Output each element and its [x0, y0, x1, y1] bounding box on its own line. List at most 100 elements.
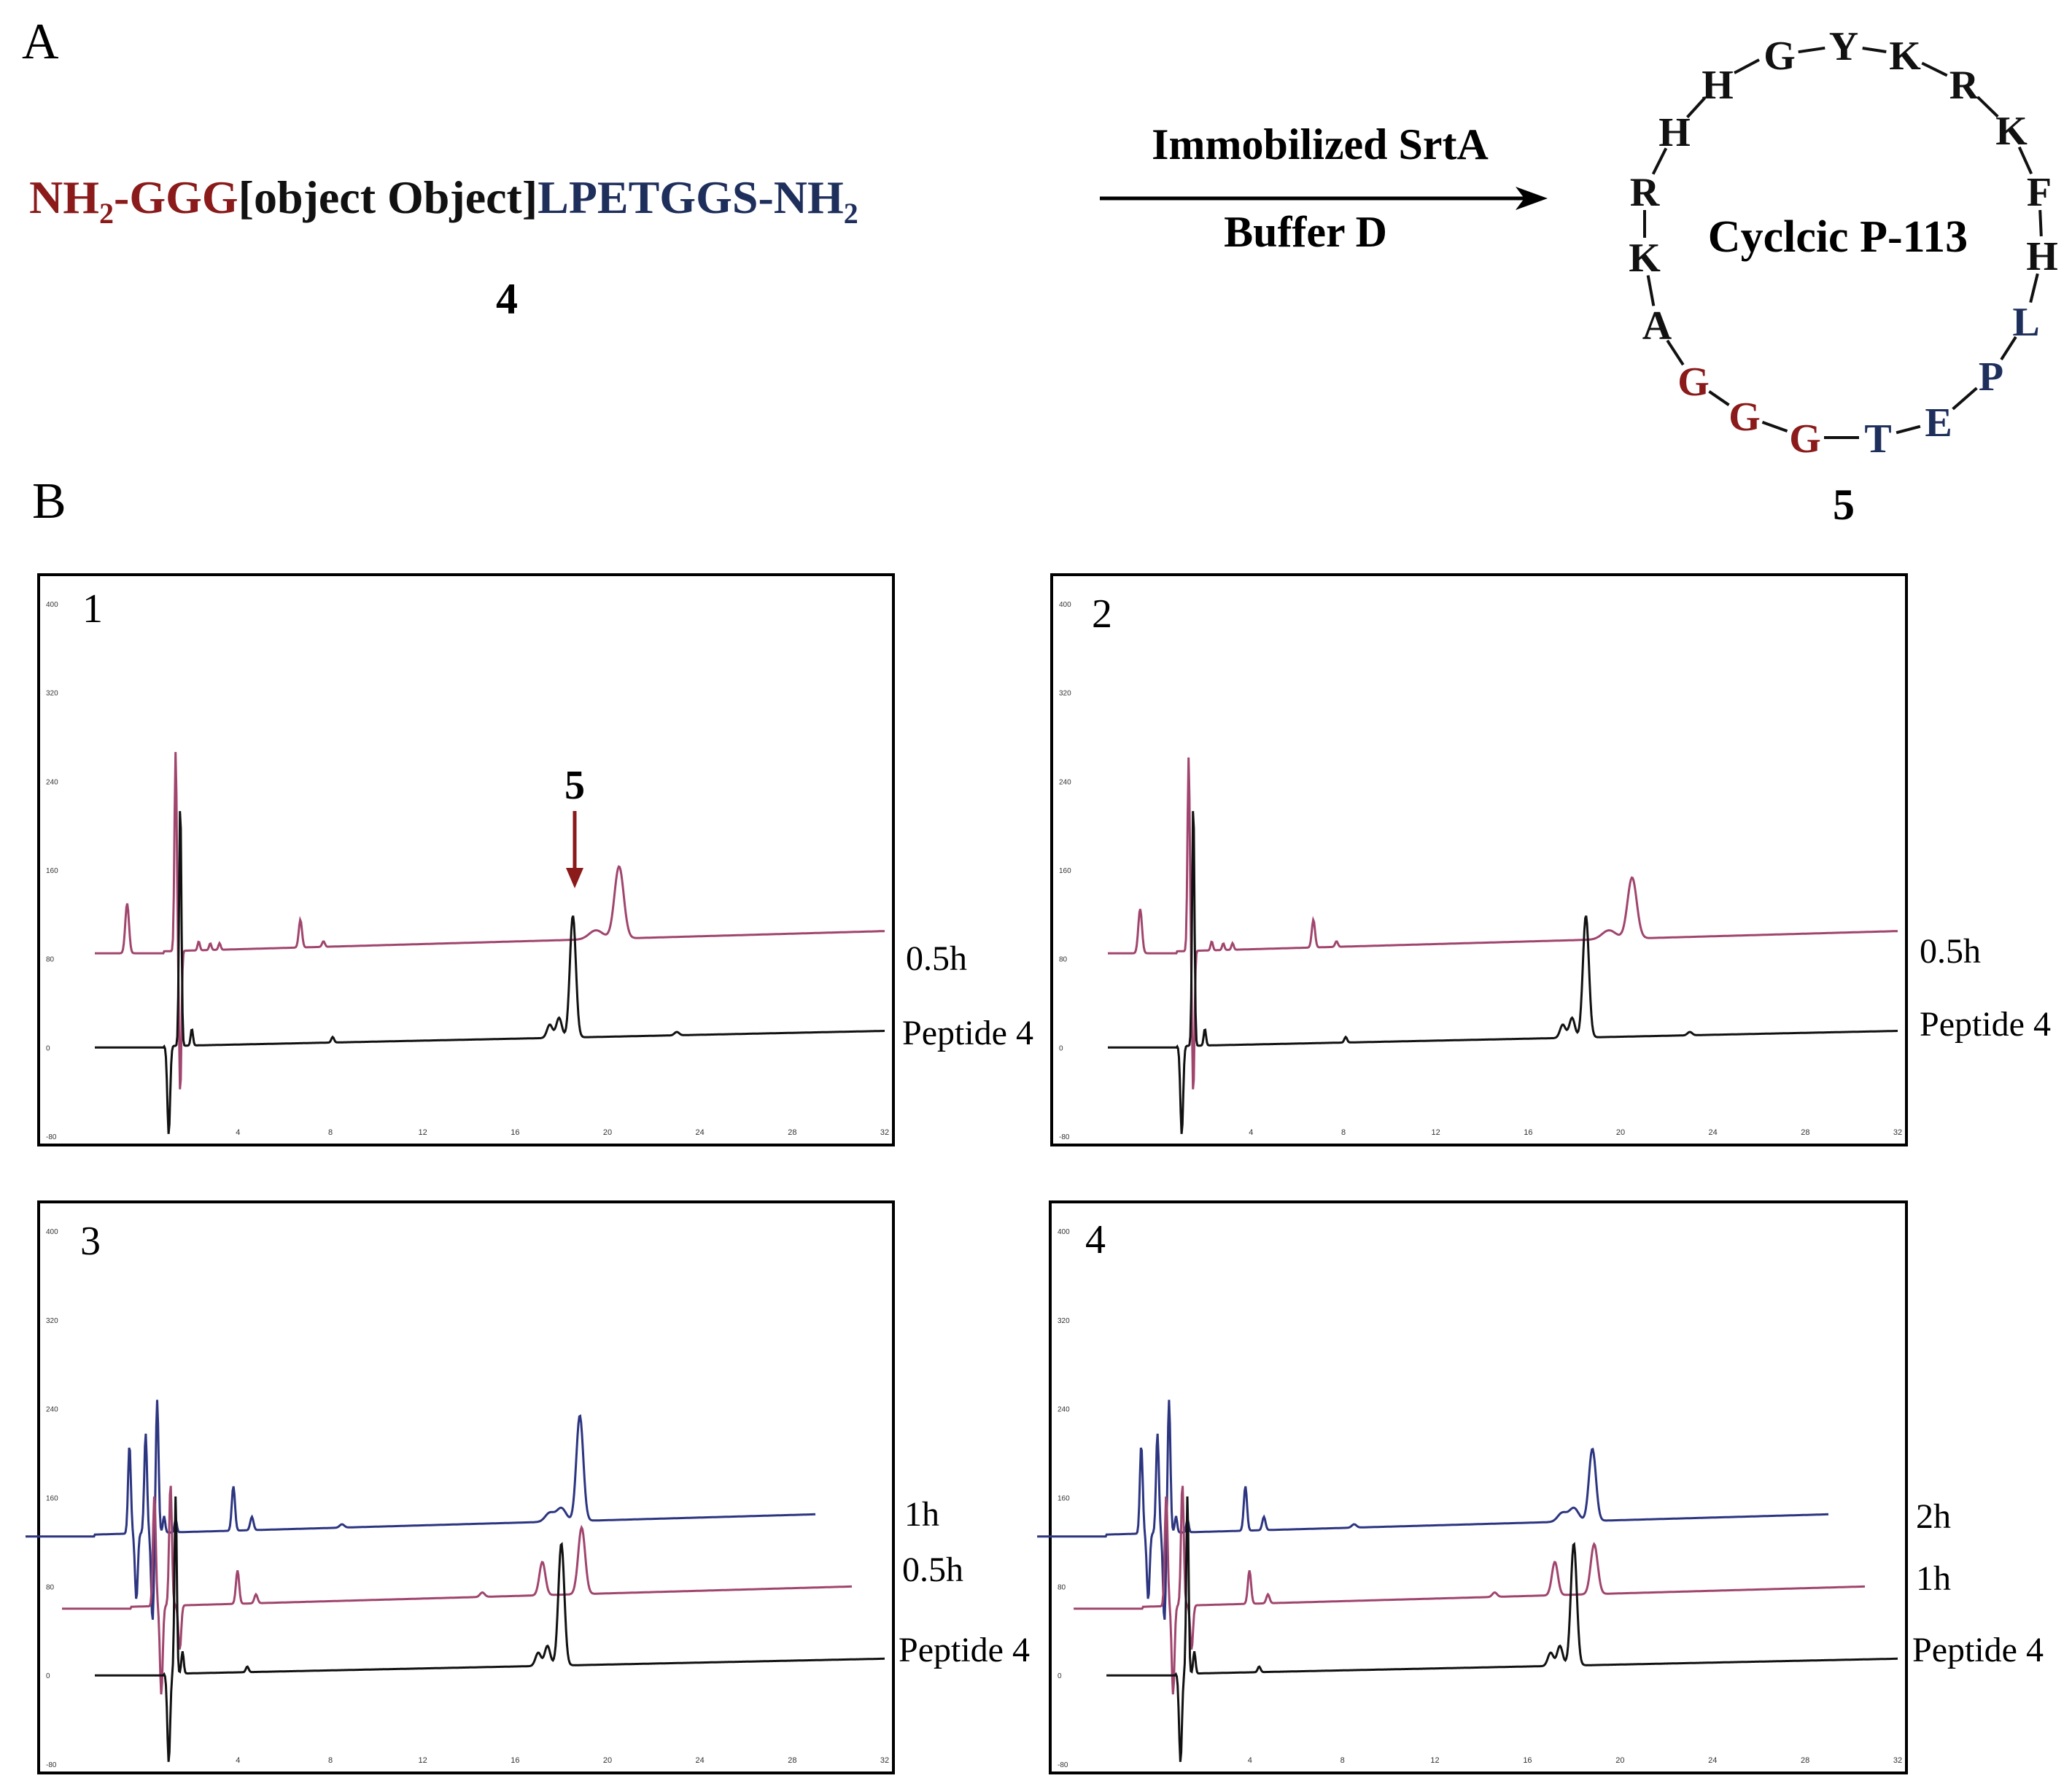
compound-cyclic-number: 5 [1833, 481, 1855, 529]
ring-residue-9: P [1979, 354, 2003, 400]
x-tick-label: 28 [1801, 1756, 1809, 1765]
ring-residue-5: K [1995, 109, 2028, 154]
y-tick-label: 240 [46, 778, 58, 786]
compound-linear-number: 4 [496, 275, 518, 323]
y-tick-label: 320 [1059, 690, 1071, 698]
chart-3-frame [37, 1200, 895, 1774]
trace-peptide-4 [1106, 1496, 1898, 1762]
x-tick-label: 24 [696, 1128, 705, 1137]
y-tick-label: 400 [46, 601, 58, 609]
y-tick-label: 160 [1058, 1495, 1070, 1503]
x-tick-label: 28 [788, 1756, 796, 1765]
ring-residue-2: Y [1829, 24, 1858, 69]
arrow-top-label: Immobilized SrtA [1152, 120, 1489, 168]
ring-residue-10: E [1925, 400, 1952, 446]
x-tick-label: 12 [1430, 1756, 1439, 1765]
y-tick-label: 240 [46, 1406, 58, 1414]
seq-n-term-nh: NH [29, 171, 99, 223]
x-tick-label: 32 [880, 1128, 889, 1137]
annotation-label: 5 [564, 763, 585, 808]
ring-residue-1: G [1763, 34, 1796, 79]
chart-4-legend-0: 2h [1916, 1497, 1951, 1536]
x-tick-label: 8 [328, 1756, 333, 1765]
ring-bond [1734, 58, 1760, 74]
ring-residue-12: G [1789, 416, 1821, 462]
ring-bond [1862, 47, 1887, 53]
reaction-arrow-head [1516, 187, 1548, 210]
y-tick-label: 0 [46, 1044, 50, 1052]
ring-residue-7: H [2026, 234, 2058, 279]
chart-1-legend-1: Peptide 4 [902, 1014, 1033, 1052]
x-tick-label: 20 [1615, 1756, 1624, 1765]
chart-3-legend-1: 0.5h [902, 1551, 963, 1589]
x-tick-label: 4 [236, 1756, 240, 1765]
ring-residue-3: K [1889, 34, 1921, 79]
trace-0.5h [62, 1486, 853, 1695]
chart-3-panel-number: 3 [80, 1219, 101, 1264]
chart-4-legend-2: Peptide 4 [1912, 1631, 2044, 1669]
y-tick-label: 80 [46, 956, 55, 964]
x-tick-label: 20 [603, 1128, 612, 1137]
y-tick-label: 160 [46, 1495, 58, 1503]
ring-bond [1708, 390, 1730, 406]
ring-residue-16: K [1629, 236, 1661, 281]
trace-peptide-4 [1108, 811, 1898, 1134]
y-tick-label: 0 [1058, 1672, 1062, 1680]
trace-1h [26, 1400, 816, 1620]
ring-bond [1798, 46, 1825, 54]
y-tick-label: -80 [46, 1761, 57, 1769]
chart-3-legend-0: 1h [904, 1495, 939, 1534]
annotation-arrow-head [566, 868, 583, 888]
trace-0.5h [95, 752, 885, 1090]
x-tick-label: 12 [419, 1128, 427, 1137]
ring-residue-17: R [1630, 170, 1660, 215]
y-tick-label: 240 [1058, 1406, 1070, 1414]
seq-core: [object Object] [238, 171, 538, 223]
y-tick-label: 400 [1058, 1228, 1070, 1236]
ring-bond [2029, 273, 2039, 303]
seq-c-term-sub: 2 [844, 197, 858, 230]
y-tick-label: 80 [1058, 1583, 1066, 1591]
x-tick-label: 16 [511, 1128, 519, 1137]
x-tick-label: 28 [1801, 1128, 1809, 1137]
chart-1-panel-number: 1 [82, 586, 103, 632]
x-tick-label: 16 [511, 1756, 519, 1765]
y-tick-label: 80 [46, 1583, 55, 1591]
x-tick-label: 20 [603, 1756, 612, 1765]
ring-residue-6: F [2027, 170, 2052, 215]
trace-1h [1074, 1486, 1866, 1695]
y-tick-label: 400 [46, 1228, 58, 1236]
x-tick-label: 4 [236, 1128, 240, 1137]
chart-4-legend-1: 1h [1916, 1559, 1951, 1598]
y-tick-label: 80 [1059, 956, 1068, 964]
ring-bond [1952, 387, 1978, 411]
chart-1-legend-0: 0.5h [906, 939, 967, 978]
ring-bond [1896, 424, 1921, 435]
x-tick-label: 32 [880, 1756, 889, 1765]
ring-bond [1976, 96, 1999, 118]
linear-sequence: NH2-GGG[object Object]LPETGGS-NH2 [29, 171, 858, 230]
x-tick-label: 32 [1893, 1128, 1902, 1137]
ring-residue-18: H [1658, 110, 1691, 155]
ring-bond [2038, 209, 2043, 237]
chart-4-panel-number: 4 [1085, 1217, 1106, 1262]
y-tick-label: 160 [46, 867, 58, 875]
y-tick-label: -80 [46, 1133, 57, 1141]
chart-4-frame [1049, 1200, 1908, 1774]
ring-bond [1651, 147, 1668, 175]
x-tick-label: 8 [328, 1128, 333, 1137]
chart-3-legend-2: Peptide 4 [899, 1631, 1030, 1669]
ring-residue-19: H [1702, 63, 1734, 108]
y-tick-label: 240 [1059, 778, 1071, 786]
cyclic-name: Cyclcic P-113 [1708, 212, 1968, 262]
x-tick-label: 12 [1432, 1128, 1440, 1137]
y-tick-label: 320 [1058, 1317, 1070, 1325]
trace-peptide-4 [95, 1496, 885, 1762]
x-tick-label: 24 [1709, 1128, 1718, 1137]
x-tick-label: 4 [1249, 1128, 1253, 1137]
panel-b-label: B [32, 473, 66, 529]
seq-c-term: LPETGGS-NH [538, 171, 844, 223]
